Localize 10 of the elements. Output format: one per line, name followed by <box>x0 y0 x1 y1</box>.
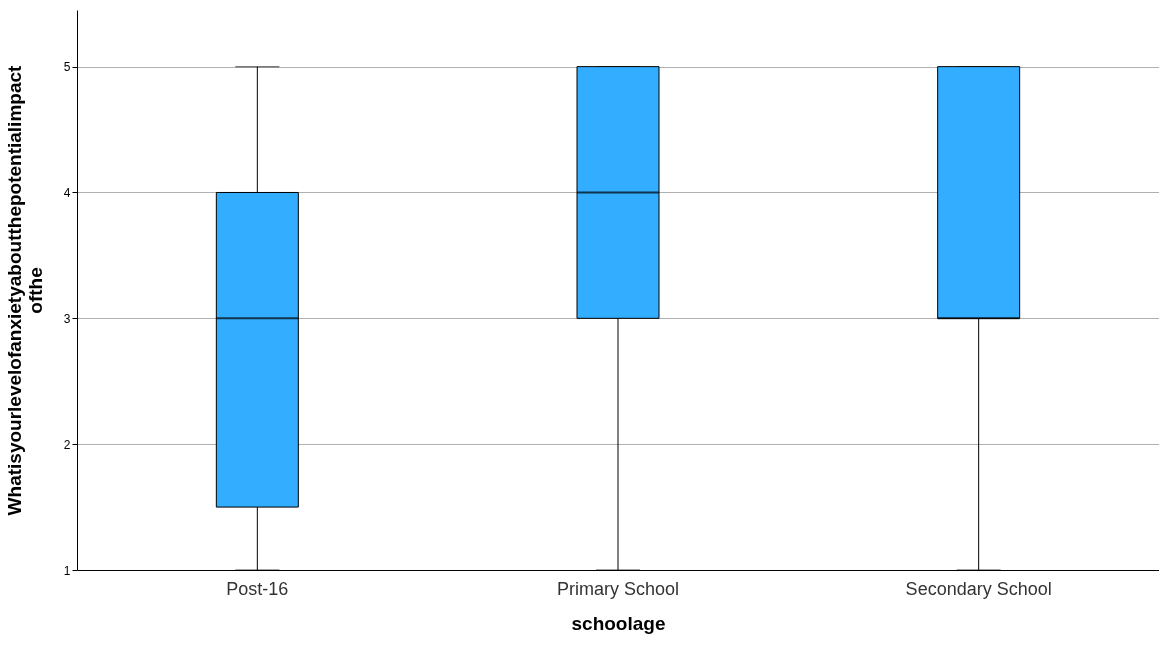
x-tick-label: Primary School <box>556 578 680 599</box>
y-tick-label: 4 <box>63 185 71 200</box>
x-tick-label: Post-16 <box>226 578 289 599</box>
y-tick-label: 2 <box>63 437 71 452</box>
x-axis-title: schoolage <box>571 612 666 634</box>
y-axis-title: Whatisyourlevelofanxietyaboutthepotentialimpact ofthe <box>3 64 46 516</box>
y-tick-label: 5 <box>63 60 71 75</box>
x-tick-label: Secondary School <box>905 578 1052 599</box>
y-tick-label: 1 <box>63 563 71 578</box>
y-tick-label: 3 <box>63 311 71 326</box>
